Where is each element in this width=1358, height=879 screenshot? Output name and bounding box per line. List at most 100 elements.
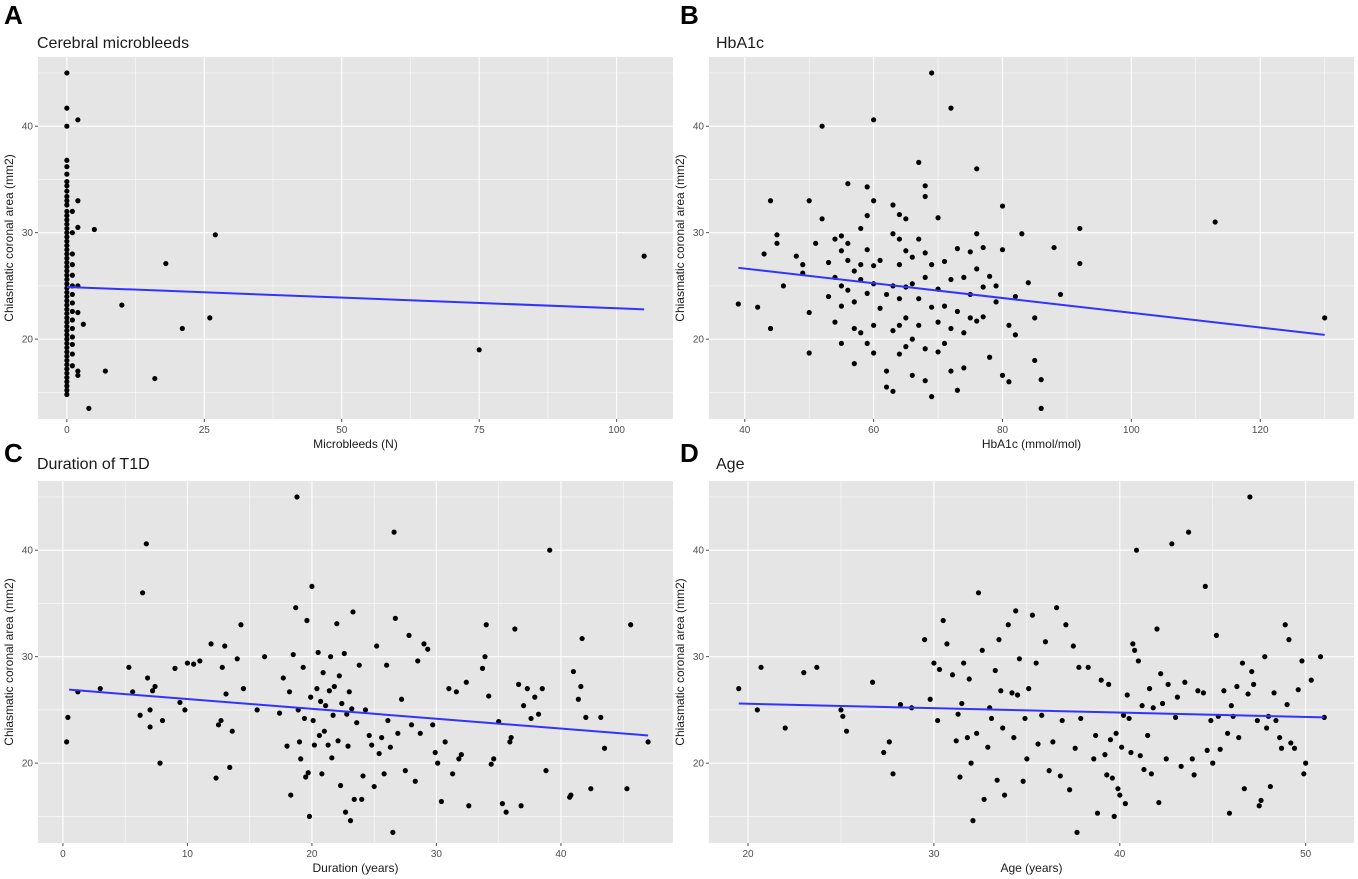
data-point [503,809,509,815]
data-point [890,388,896,394]
data-point [890,231,896,237]
data-point [391,529,397,535]
data-point [1267,783,1273,790]
data-point [851,268,857,274]
data-point [315,649,321,656]
data-point [359,796,365,802]
data-point [1169,541,1175,547]
data-point [137,712,143,718]
data-point [234,656,240,662]
data-point [1006,322,1012,328]
data-point [883,384,890,390]
data-point [1050,739,1056,745]
x-tick-label: 60 [868,425,880,436]
data-point [1286,637,1292,643]
data-point [1284,701,1290,708]
data-point [351,796,357,802]
data-point [512,626,518,632]
data-point [1104,772,1110,778]
y-tick-label: 40 [22,122,34,133]
data-point [896,236,903,242]
data-point [570,668,576,675]
data-point [1032,315,1038,321]
data-point [1026,686,1032,692]
data-point [1078,715,1084,722]
data-point [761,251,767,257]
data-point [1117,792,1123,798]
data-point [476,347,482,353]
data-point [1249,668,1255,675]
data-point [1107,737,1114,743]
data-point [306,813,313,819]
data-point [326,688,332,694]
panel-title: Cerebral microbleeds [37,35,189,52]
data-point [479,665,486,671]
x-tick-label: 100 [608,425,625,436]
data-point [219,664,225,670]
data-point [64,276,70,283]
data-point [488,761,494,767]
data-point [1226,810,1233,816]
data-points [735,70,1328,411]
data-point [64,293,70,300]
data-point [354,720,360,726]
data-point [147,707,153,713]
data-point [64,157,70,163]
data-point [1135,658,1141,664]
data-point [806,309,812,316]
data-point [177,699,183,706]
data-point [851,299,857,305]
data-point [935,215,941,221]
data-point [421,641,427,647]
data-point [64,221,70,227]
data-point [69,291,75,298]
data-point [446,686,452,692]
x-tick-label: 30 [431,849,443,860]
data-point [736,686,742,692]
data-point [825,259,832,266]
data-point [64,202,70,208]
data-point [999,247,1006,253]
x-tick-label: 100 [1123,425,1140,436]
x-tick-label: 20 [306,849,318,860]
data-point [598,714,604,720]
data-point [974,318,980,324]
data-point [819,216,825,222]
data-point [1185,529,1192,535]
data-point [69,262,75,268]
regression-line [738,266,1325,336]
data-point [345,743,351,749]
data-point [948,276,954,283]
data-point [323,703,329,709]
data-point [284,743,290,749]
data-point [845,181,851,187]
regression-line [738,702,1325,719]
data-point [975,590,982,596]
data-point [883,291,890,298]
data-point [1251,681,1257,687]
data-point [1039,712,1045,718]
data-point [385,717,391,724]
data-point [316,732,322,739]
data-point [508,734,514,741]
data-point [69,363,75,369]
data-point [331,683,337,690]
data-point [1020,778,1026,784]
data-point [864,213,870,219]
data-point [980,244,986,251]
data-point [1234,683,1240,690]
x-tick-label: 50 [336,425,348,436]
data-point [64,164,70,170]
data-point [890,771,896,777]
data-point [126,664,132,670]
data-point [1217,746,1223,752]
data-point [64,230,70,236]
data-point [1094,810,1101,816]
data-point [993,283,999,289]
data-point [362,707,369,713]
data-point [780,283,787,289]
data-point [69,208,75,214]
data-point [838,248,845,254]
data-point [64,208,70,214]
data-point [64,123,70,129]
